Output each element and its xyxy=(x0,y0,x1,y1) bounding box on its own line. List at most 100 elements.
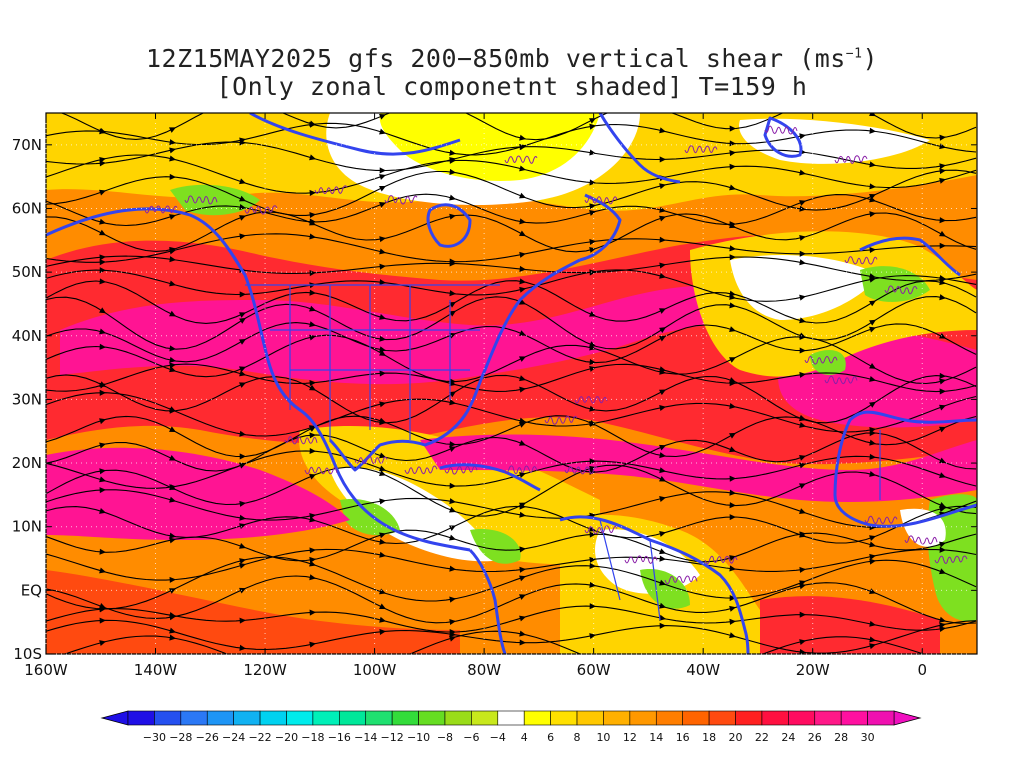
latitude-labels: 70N 60N 50N 40N 30N 20N 10N EQ 10S xyxy=(12,136,42,663)
streamline-arrow xyxy=(519,386,526,393)
streamline xyxy=(46,489,977,529)
streamline-arrow xyxy=(379,335,386,342)
streamline-arrow xyxy=(169,248,176,255)
streamline-arrow xyxy=(799,234,806,241)
streamline-arrow xyxy=(659,262,666,269)
streamline xyxy=(46,269,977,302)
streamline-arrow xyxy=(519,218,526,225)
streamline-arrow xyxy=(99,567,106,574)
colorbar-swatch xyxy=(867,710,895,726)
lon-label: 40W xyxy=(686,661,720,679)
streamline-arrow xyxy=(589,581,596,588)
colorbar-low-arrow xyxy=(100,710,129,726)
contour-line xyxy=(544,415,578,425)
streamline-arrow xyxy=(309,334,316,341)
colorbar-label: 4 xyxy=(521,731,528,744)
streamline-arrow xyxy=(869,113,876,117)
streamline-arrow xyxy=(659,206,666,213)
streamline-arrow xyxy=(519,503,526,510)
lon-label: 60W xyxy=(577,661,611,679)
streamline-arrow xyxy=(659,579,666,586)
streamline-arrow xyxy=(939,616,946,623)
streamline-arrow xyxy=(519,566,526,573)
streamline-arrow xyxy=(449,213,456,220)
streamline xyxy=(46,334,977,385)
streamline-arrow xyxy=(309,384,316,391)
political-borders xyxy=(245,284,881,621)
streamline-arrow xyxy=(519,165,526,172)
streamline-arrow xyxy=(939,457,946,464)
streamline-arrow xyxy=(519,546,526,553)
graticule xyxy=(45,113,977,655)
streamline xyxy=(46,529,977,563)
streamline-arrow xyxy=(589,556,596,563)
streamline-arrow xyxy=(449,534,456,541)
streamline-arrow xyxy=(99,218,106,225)
streamline-arrow xyxy=(169,634,176,641)
streamline-arrow xyxy=(869,620,876,627)
streamline xyxy=(46,619,977,654)
streamline-arrow xyxy=(239,453,246,460)
streamline xyxy=(60,113,977,141)
streamline-arrow xyxy=(729,125,736,132)
streamline-arrow xyxy=(869,541,876,548)
colorbar-swatch xyxy=(655,710,683,726)
colorbar-label: −26 xyxy=(196,731,219,744)
streamline-arrow xyxy=(99,487,106,494)
colorbar-swatch xyxy=(629,710,657,726)
streamline xyxy=(46,255,977,282)
streamline-arrow xyxy=(939,622,946,629)
streamline-arrow xyxy=(589,311,596,317)
colorbar-swatch xyxy=(127,710,155,726)
streamline-arrow xyxy=(939,472,946,479)
streamline-arrow xyxy=(519,440,526,446)
streamline-arrow xyxy=(99,468,106,475)
streamline-arrow xyxy=(589,203,596,210)
streamline-arrow xyxy=(869,196,876,203)
streamline-arrow xyxy=(519,330,526,336)
streamline-arrow xyxy=(169,256,176,263)
streamline-arrow xyxy=(379,128,386,135)
green-patch-azores xyxy=(810,350,846,375)
streamline-arrow xyxy=(939,217,946,224)
streamline-arrow xyxy=(169,362,176,369)
north-atlantic-white xyxy=(739,118,930,164)
streamline-arrow xyxy=(449,301,456,308)
streamline xyxy=(46,392,977,437)
streamline-arrow xyxy=(589,420,596,426)
streamline-arrow xyxy=(309,547,316,554)
streamline-arrow xyxy=(729,403,736,410)
subtropical-yellow xyxy=(299,425,600,565)
south-america-west-coast xyxy=(468,548,507,654)
streamline xyxy=(46,605,977,633)
streamline-arrow xyxy=(519,630,526,637)
lat-label: 10S xyxy=(13,645,42,663)
streamline-arrow xyxy=(99,606,106,613)
streamline-arrow xyxy=(729,555,736,561)
colorbar-label: 22 xyxy=(755,731,769,744)
streamline-arrow xyxy=(869,246,876,254)
streamline-arrow xyxy=(379,167,386,174)
southern-red-band xyxy=(46,570,460,654)
colorbar-label: −10 xyxy=(407,731,430,744)
streamline-arrow xyxy=(239,617,246,624)
streamline-arrow xyxy=(729,163,736,170)
streamline xyxy=(46,233,977,263)
streamline-arrow xyxy=(939,294,946,301)
streamline-arrow xyxy=(239,370,246,377)
streamline-arrow xyxy=(309,516,316,523)
streamline-arrow xyxy=(729,150,736,157)
arctic-coast xyxy=(249,113,461,156)
streamline-arrow xyxy=(869,211,876,218)
streamline-arrow xyxy=(379,350,386,356)
colorbar-swatch xyxy=(312,710,340,726)
streamline-arrow xyxy=(729,302,736,309)
streamline-arrow xyxy=(799,133,806,140)
streamline-arrow xyxy=(659,236,666,243)
lat-label: 60N xyxy=(12,199,42,217)
streamline-arrow xyxy=(309,233,316,240)
streamline-arrow xyxy=(589,179,596,186)
colorbar-swatch xyxy=(603,710,631,726)
streamline xyxy=(46,556,977,610)
streamline-arrow xyxy=(379,465,386,472)
